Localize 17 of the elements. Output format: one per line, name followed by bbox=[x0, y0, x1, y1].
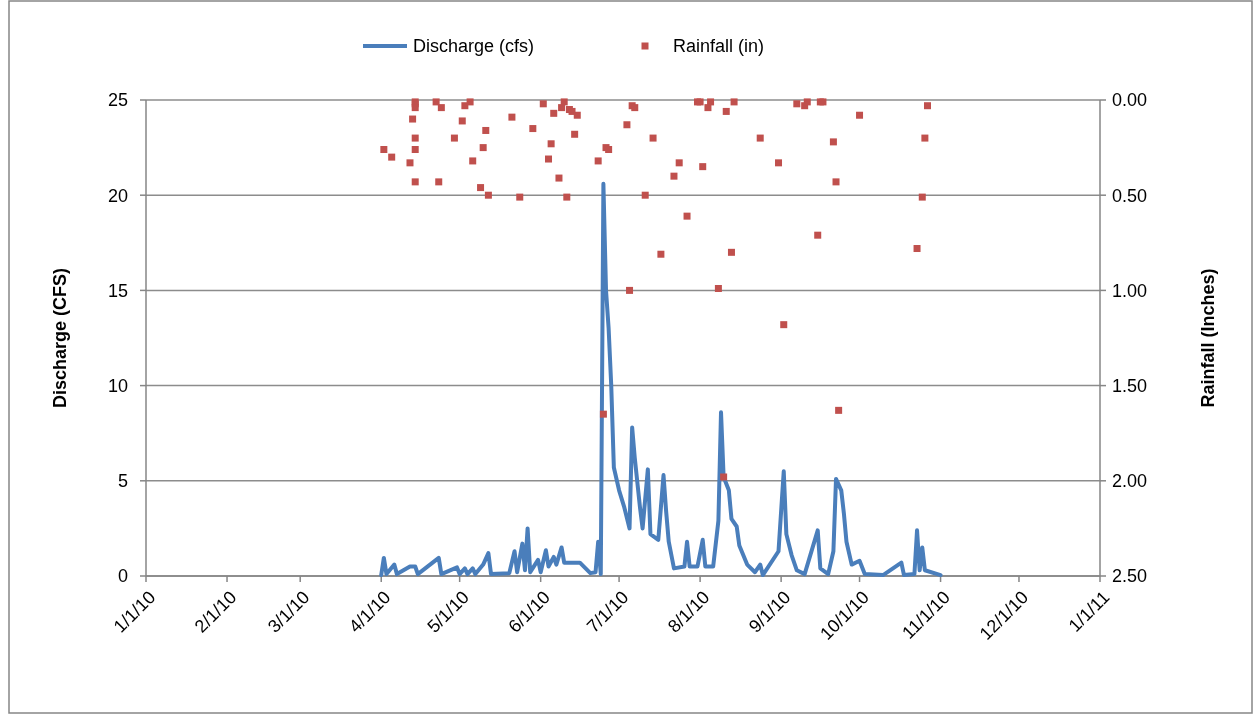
y-tick-label: 15 bbox=[107, 280, 128, 301]
y2-tick-label: 1.50 bbox=[1112, 375, 1148, 396]
y2-tick-label: 2.50 bbox=[1112, 566, 1148, 587]
y-axis-title: Discharge (CFS) bbox=[50, 267, 70, 409]
y2-tick-label: 0.00 bbox=[1112, 90, 1148, 111]
y2-tick-label: 2.00 bbox=[1112, 471, 1148, 492]
legend-label: Rainfall (in) bbox=[673, 36, 765, 57]
legend-label: Discharge (cfs) bbox=[413, 36, 535, 57]
y2-tick-label: 1.00 bbox=[1112, 280, 1148, 301]
line-series bbox=[379, 181, 943, 578]
y-tick-label: 0 bbox=[117, 566, 128, 587]
y-tick-label: 20 bbox=[107, 185, 128, 206]
y2-axis-title: Rainfall (Inches) bbox=[1198, 268, 1218, 408]
y-tick-label: 10 bbox=[107, 375, 128, 396]
y2-tick-label: 0.50 bbox=[1112, 185, 1148, 206]
y-tick-label: 5 bbox=[117, 471, 128, 492]
y-tick-label: 25 bbox=[107, 90, 128, 111]
